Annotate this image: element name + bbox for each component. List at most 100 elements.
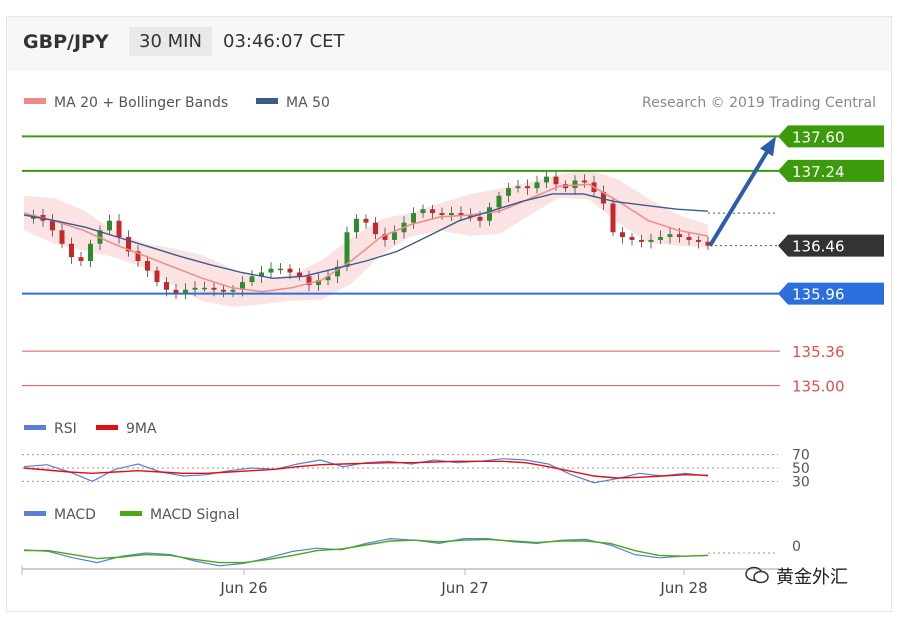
candle-body xyxy=(487,207,492,221)
candle-body xyxy=(116,220,122,238)
x-tick-label: Jun 28 xyxy=(659,579,707,597)
ma50-legend-label: MA 50 xyxy=(286,95,330,111)
macd-signal-legend-swatch xyxy=(120,511,142,516)
candle-body xyxy=(696,239,701,242)
candle-body xyxy=(582,180,587,183)
bollinger-band xyxy=(24,169,708,307)
main-plot: 137.60 137.24 136.46 135.96 135.36 135.00 xyxy=(22,125,884,396)
candle-body xyxy=(192,287,198,290)
ma20-legend-label: MA 20 + Bollinger Bands xyxy=(54,95,228,111)
candle-body xyxy=(221,289,226,292)
candle-body xyxy=(69,243,74,258)
candle-body xyxy=(449,213,454,215)
x-tick-label: Jun 27 xyxy=(440,579,488,597)
candle-body xyxy=(525,186,530,189)
timeframe-button[interactable]: 30 MIN xyxy=(129,27,212,56)
x-axis: Jun 26 Jun 27 Jun 28 xyxy=(21,566,708,597)
timestamp: 03:46:07 CET xyxy=(223,31,345,52)
candle-body xyxy=(382,234,388,240)
candle-body xyxy=(686,237,692,240)
candle-body xyxy=(88,243,93,261)
candle-body xyxy=(335,266,340,277)
chart-header: GBP/JPY 30 MIN 03:46:07 CET xyxy=(7,17,891,71)
candle-body xyxy=(373,222,378,235)
candle-body xyxy=(164,282,169,290)
candle-body xyxy=(154,270,160,283)
rsi-ma-legend-swatch xyxy=(96,425,118,430)
macd-signal-legend-label: MACD Signal xyxy=(150,507,239,523)
level-tag-137-24 xyxy=(778,159,884,182)
watermark-text: 黄金外汇 xyxy=(776,567,848,588)
macd-zero-label: 0 xyxy=(792,539,801,555)
level-label-135-96: 135.96 xyxy=(792,286,845,304)
candle-body xyxy=(458,213,464,215)
candle-body xyxy=(50,220,55,231)
macd-legend-label: MACD xyxy=(54,507,96,523)
candle-body xyxy=(268,268,274,273)
level-tag-137-60 xyxy=(778,125,884,148)
candle-body xyxy=(230,289,236,292)
candle-body xyxy=(420,209,426,214)
macd-panel: 0 xyxy=(23,537,801,567)
candle-body xyxy=(202,287,207,290)
candle-body xyxy=(430,209,435,214)
candle-body xyxy=(620,232,625,238)
candle-body xyxy=(667,234,673,238)
candle-body xyxy=(306,276,312,285)
candle-body xyxy=(325,276,331,281)
candle-body xyxy=(477,216,483,221)
candle-body xyxy=(316,280,321,285)
symbol-label: GBP/JPY xyxy=(23,31,109,53)
level-tag-135-96 xyxy=(778,282,884,305)
candle-body xyxy=(211,287,217,290)
level-tag-136-46 xyxy=(778,234,884,257)
candle-body xyxy=(145,261,150,271)
candle-body xyxy=(534,182,540,189)
candle-body xyxy=(126,237,131,252)
ma50-line xyxy=(23,193,709,280)
candle-body xyxy=(183,289,188,294)
candle-body xyxy=(240,282,245,290)
candle-body xyxy=(610,203,616,233)
x-tick-label: Jun 26 xyxy=(219,579,267,597)
candle-body xyxy=(515,186,521,189)
candle-body xyxy=(354,218,359,233)
candle-body xyxy=(287,268,293,273)
candle-body xyxy=(572,180,578,189)
candle-body xyxy=(173,289,179,294)
candle-body xyxy=(705,241,711,246)
candle-body xyxy=(639,239,644,242)
rsi-legend-swatch xyxy=(24,425,46,430)
level-label-137-24: 137.24 xyxy=(792,163,845,181)
candle-body xyxy=(553,176,559,185)
candle-body xyxy=(601,191,606,204)
level-label-135-00: 135.00 xyxy=(792,378,845,396)
candle-body xyxy=(392,232,397,240)
level-label-137-60: 137.60 xyxy=(792,128,845,146)
rsi-ma-legend-label: 9MA xyxy=(126,421,157,437)
macd-signal-line xyxy=(24,538,709,564)
forecast-arrow-head xyxy=(760,136,776,157)
candle-body xyxy=(658,237,663,240)
candle-body xyxy=(278,268,283,271)
level-label-135-36: 135.36 xyxy=(792,343,845,361)
rsi-9ma-line xyxy=(23,460,709,479)
ma20-line xyxy=(23,183,709,293)
candle-body xyxy=(411,213,416,223)
candle-body xyxy=(363,218,369,223)
candle-body xyxy=(78,257,84,261)
candle-body xyxy=(107,220,112,231)
rsi-level-label-30: 30 xyxy=(792,474,810,490)
macd-legend-swatch xyxy=(24,511,46,516)
wechat-icon xyxy=(745,566,769,584)
candle-body xyxy=(506,188,511,196)
level-label-136-46: 136.46 xyxy=(792,238,845,256)
candle-body xyxy=(259,272,264,277)
candle-body xyxy=(297,272,302,277)
candle-body xyxy=(629,237,635,240)
candle-body xyxy=(677,234,682,238)
candle-body xyxy=(496,195,502,208)
candle-body xyxy=(135,251,141,261)
